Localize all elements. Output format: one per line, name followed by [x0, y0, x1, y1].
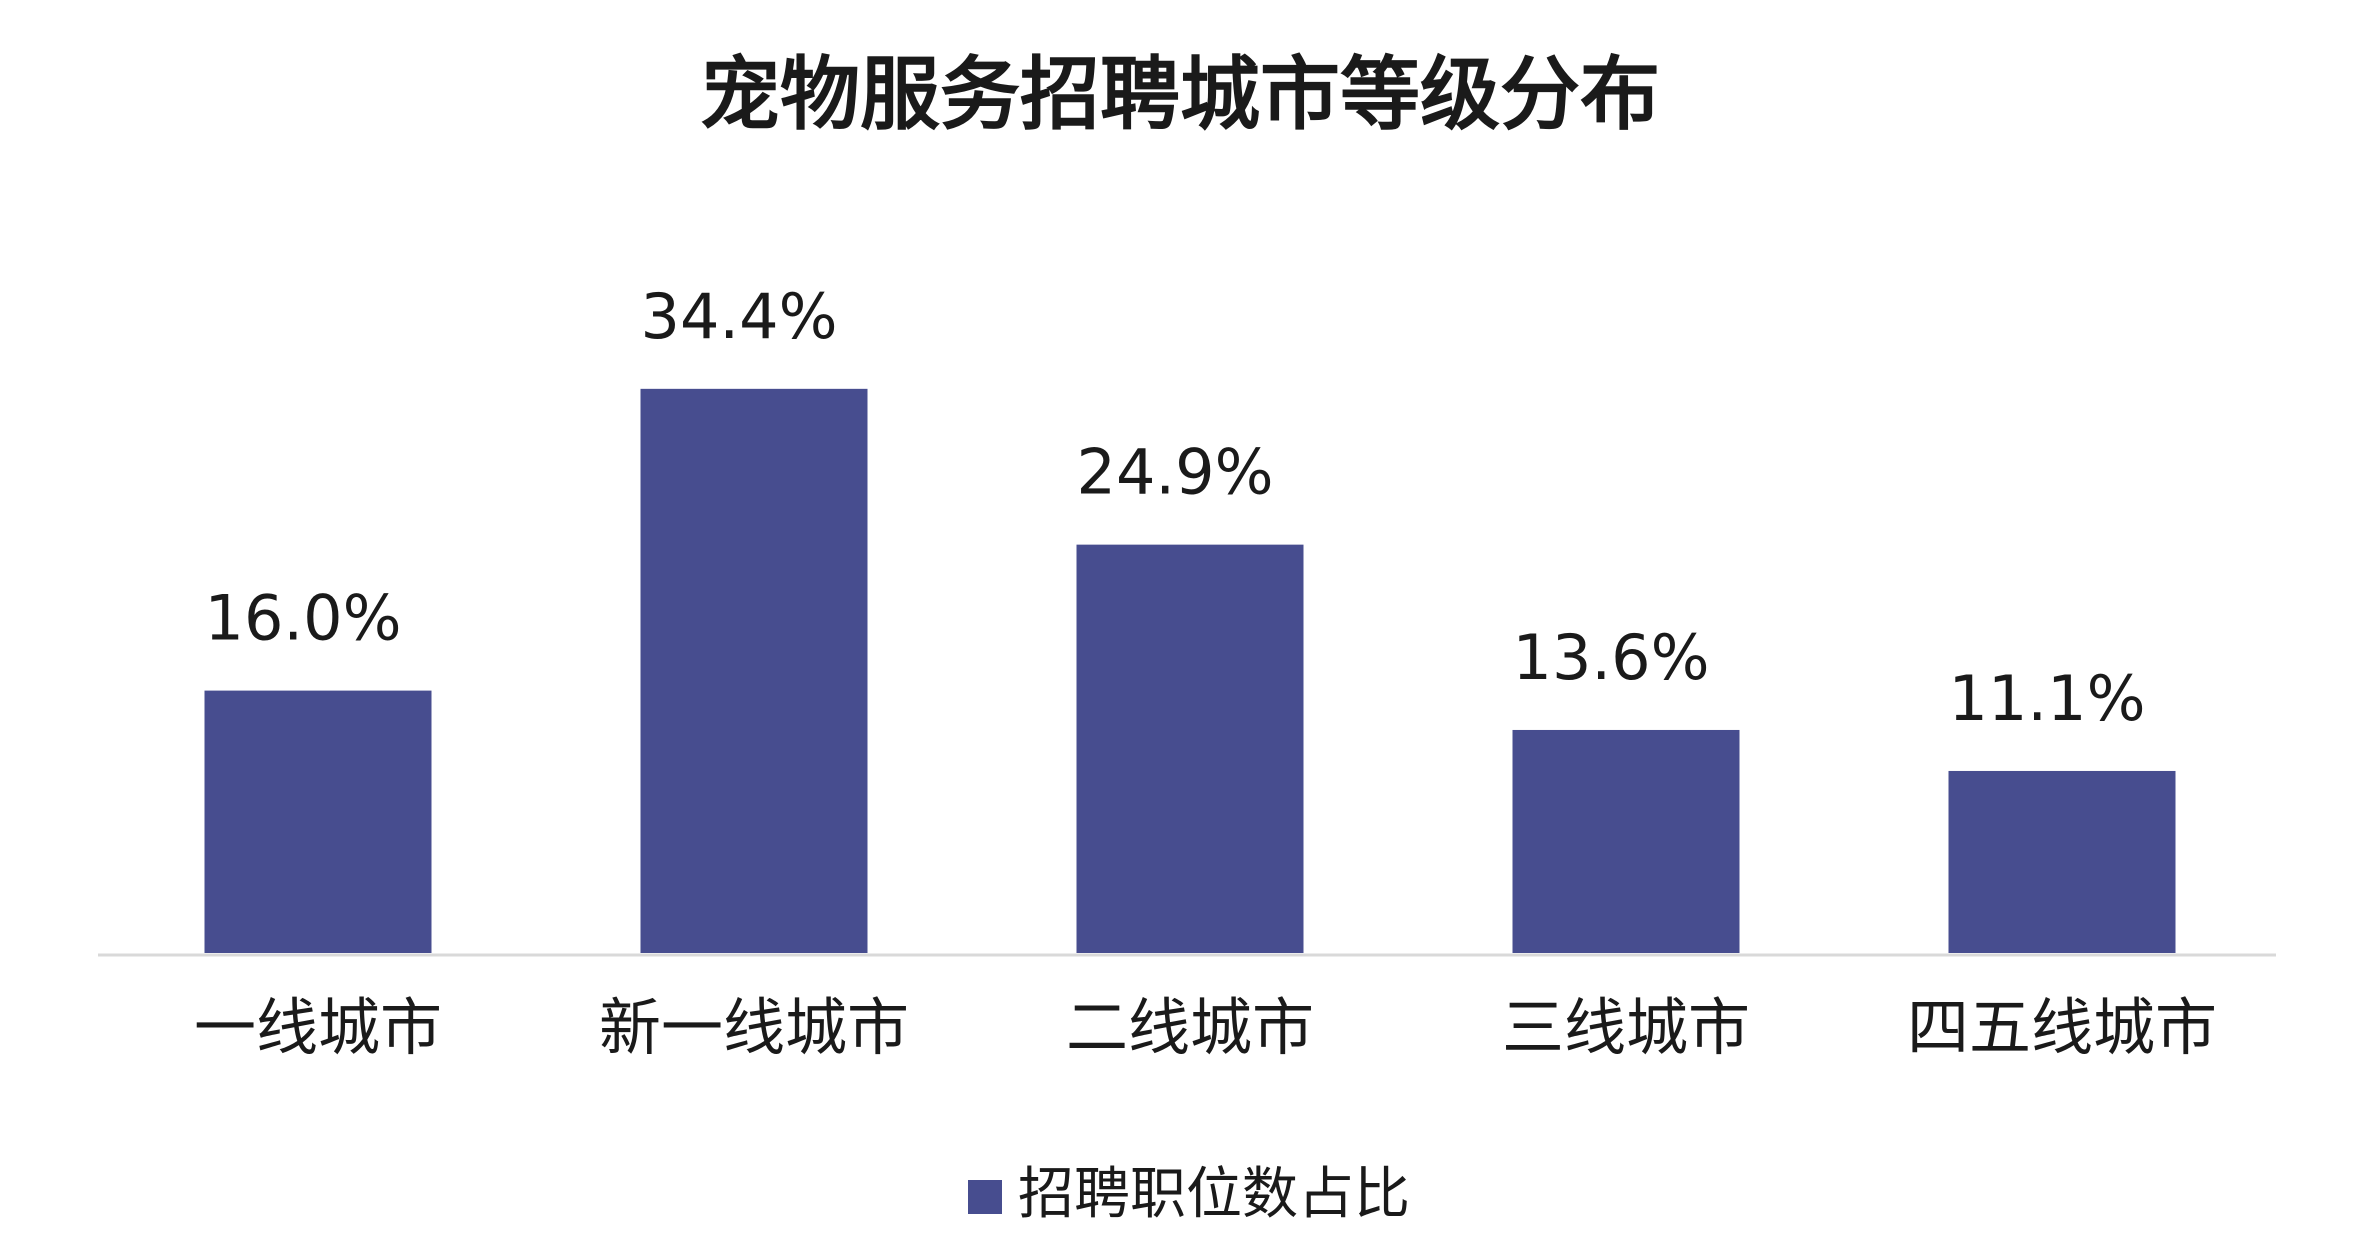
legend-swatch [968, 1180, 1002, 1214]
value-label: 24.9% [1077, 436, 1274, 509]
value-label: 13.6% [1513, 621, 1710, 694]
x-tick-label: 四五线城市 [1907, 991, 2217, 1064]
x-tick-label: 一线城市 [194, 991, 442, 1064]
bar [1948, 770, 2176, 953]
legend-label: 招聘职位数占比 [1018, 1162, 1410, 1227]
bar [1076, 544, 1304, 953]
chart-title: 宠物服务招聘城市等级分布 [700, 48, 1660, 141]
value-label: 11.1% [1949, 662, 2146, 735]
value-label: 34.4% [641, 280, 838, 353]
x-tick-label: 二线城市 [1066, 991, 1314, 1064]
bar [1512, 729, 1740, 953]
x-tick-label: 新一线城市 [599, 991, 909, 1064]
bar [204, 690, 432, 953]
x-tick-label: 三线城市 [1502, 991, 1750, 1064]
value-label: 16.0% [205, 582, 402, 655]
bar [640, 388, 868, 954]
